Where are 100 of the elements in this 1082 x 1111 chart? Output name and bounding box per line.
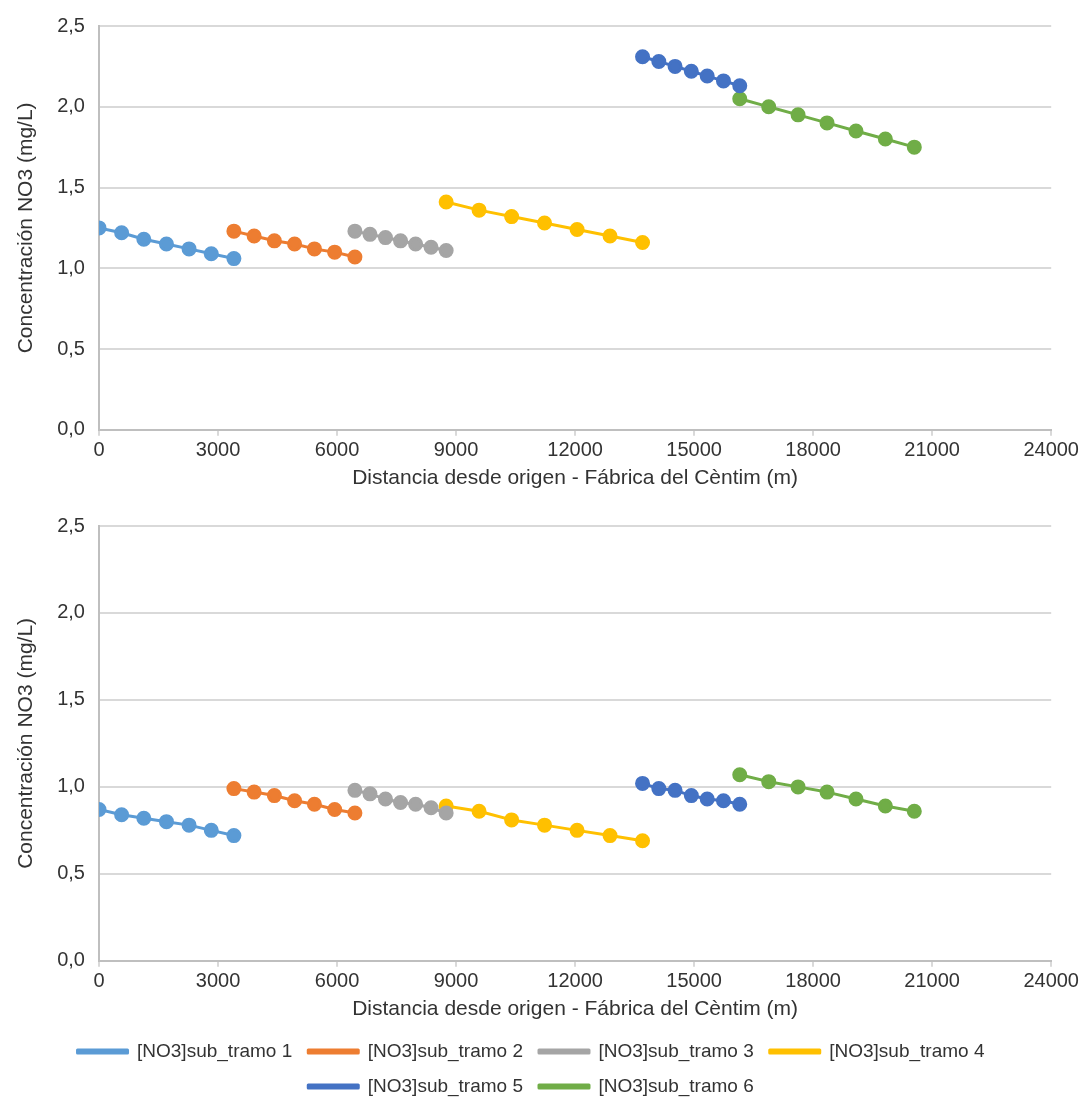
- point: [393, 233, 409, 249]
- x-tick-label: 18000: [785, 438, 841, 461]
- point: [246, 784, 262, 800]
- point: [906, 139, 922, 155]
- point: [471, 202, 487, 218]
- legend-label: [NO3]sub_tramo 5: [367, 1074, 524, 1097]
- point: [651, 781, 667, 797]
- point: [362, 786, 378, 802]
- x-tick-label: 24000: [1023, 438, 1079, 461]
- point: [226, 223, 242, 239]
- x-tick-label: 12000: [547, 438, 603, 461]
- legend-label: [NO3]sub_tramo 4: [829, 1039, 985, 1062]
- point: [699, 68, 715, 84]
- point: [136, 231, 152, 247]
- x-tick-label: 9000: [433, 438, 479, 461]
- point: [327, 801, 343, 817]
- point: [287, 793, 303, 809]
- x-axis-title: Distancia desde origen - Fábrica del Cèntim (m): [352, 465, 799, 489]
- y-tick-label: 0,0: [57, 948, 85, 971]
- point: [761, 774, 777, 790]
- point: [136, 810, 152, 826]
- point: [848, 791, 864, 807]
- point: [699, 791, 715, 807]
- point: [569, 822, 585, 838]
- point: [715, 793, 731, 809]
- point: [819, 115, 835, 131]
- y-tick-label: 0,5: [57, 861, 85, 884]
- point: [635, 833, 651, 849]
- point: [226, 828, 242, 844]
- point: [347, 223, 363, 239]
- point: [715, 73, 731, 89]
- x-tick-label: 15000: [666, 969, 722, 992]
- point: [537, 215, 553, 231]
- y-tick-label: 1,0: [57, 255, 85, 278]
- point: [504, 812, 520, 828]
- x-tick-label: 6000: [314, 969, 360, 992]
- point: [471, 803, 487, 819]
- point: [667, 58, 683, 74]
- legend-label: [NO3]sub_tramo 3: [598, 1039, 754, 1062]
- y-tick-label: 1,0: [57, 774, 85, 797]
- point: [877, 798, 893, 814]
- point: [203, 822, 219, 838]
- x-axis-title: Distancia desde origen - Fábrica del Cèntim (m): [352, 996, 799, 1020]
- point: [438, 194, 454, 210]
- point: [602, 828, 618, 844]
- x-tick-label: 12000: [547, 969, 603, 992]
- point: [423, 800, 439, 816]
- point: [683, 788, 699, 804]
- legend-label: [NO3]sub_tramo 1: [137, 1039, 293, 1062]
- point: [226, 251, 242, 267]
- point: [114, 807, 130, 823]
- y-tick-label: 0,0: [57, 417, 85, 440]
- point: [306, 796, 322, 812]
- point: [848, 123, 864, 139]
- x-tick-label: 6000: [314, 438, 360, 461]
- point: [347, 782, 363, 798]
- point: [266, 233, 282, 249]
- point: [683, 63, 699, 79]
- y-tick-label: 0,5: [57, 336, 85, 359]
- point: [790, 779, 806, 795]
- point: [408, 796, 424, 812]
- y-tick-label: 2,5: [57, 13, 85, 36]
- y-tick-label: 2,0: [57, 94, 85, 117]
- x-tick-label: 0: [93, 969, 105, 992]
- y-tick-label: 2,5: [57, 513, 85, 536]
- point: [732, 78, 748, 94]
- x-tick-label: 21000: [904, 438, 960, 461]
- point: [393, 795, 409, 811]
- point: [181, 241, 197, 257]
- point: [732, 91, 748, 107]
- point: [347, 249, 363, 265]
- y-tick-label: 2,0: [57, 600, 85, 623]
- point: [181, 817, 197, 833]
- point: [819, 784, 835, 800]
- y-axis-title: Concentración NO3 (mg/L): [13, 102, 37, 354]
- point: [362, 226, 378, 242]
- point: [203, 246, 219, 262]
- x-tick-label: 0: [93, 438, 105, 461]
- point: [438, 805, 454, 821]
- point: [569, 222, 585, 238]
- point: [226, 781, 242, 797]
- point: [158, 236, 174, 252]
- point: [790, 107, 806, 123]
- point: [287, 236, 303, 252]
- point: [732, 796, 748, 812]
- point: [602, 228, 618, 244]
- point: [635, 775, 651, 791]
- point: [635, 49, 651, 65]
- point: [732, 767, 748, 783]
- point: [327, 244, 343, 260]
- point: [158, 814, 174, 830]
- y-tick-label: 1,5: [57, 687, 85, 710]
- x-tick-label: 15000: [666, 438, 722, 461]
- x-tick-label: 3000: [195, 438, 241, 461]
- point: [347, 805, 363, 821]
- x-tick-label: 21000: [904, 969, 960, 992]
- point: [377, 791, 393, 807]
- legend-label: [NO3]sub_tramo 2: [367, 1039, 524, 1062]
- legend-label: [NO3]sub_tramo 6: [598, 1074, 754, 1097]
- x-tick-label: 18000: [785, 969, 841, 992]
